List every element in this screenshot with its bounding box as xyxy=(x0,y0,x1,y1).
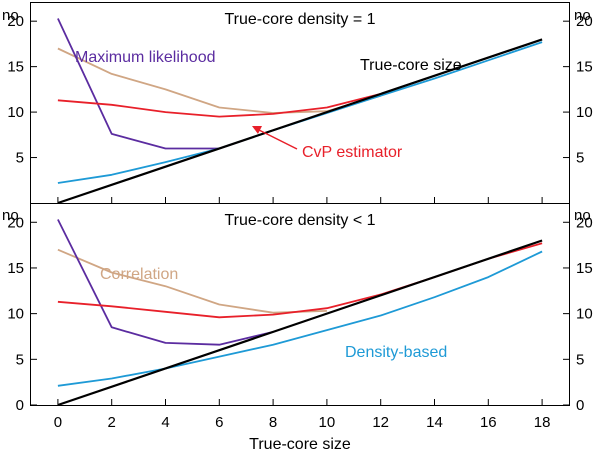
bottom-panel-frame xyxy=(30,203,570,406)
x-tick-label-9: 18 xyxy=(534,414,551,431)
axis-layer: 5 5 10 10 15 15 20 20 0 0 5 5 10 10 15 15 20 20 0 2 4 6 8 10 12 1… xyxy=(7,13,592,431)
panel-1-right-tick-label-3: 15 xyxy=(576,260,593,277)
x-tick-label-2: 4 xyxy=(161,414,169,431)
panel-0-right-tick-label-2: 15 xyxy=(576,59,593,76)
panel-1-right-tick-label-0: 0 xyxy=(576,397,584,414)
x-tick-label-1: 2 xyxy=(108,414,116,431)
panel-0-series-true-core xyxy=(57,38,543,205)
panel-1-left-tick-label-1: 5 xyxy=(16,351,24,368)
panel-1-left-tick-label-4: 20 xyxy=(7,214,24,231)
panel-1-right-tick-label-4: 20 xyxy=(576,214,593,231)
panel-0-series-cvp xyxy=(57,93,381,118)
x-tick-label-3: 6 xyxy=(215,414,223,431)
maximum-likelihood-label: Maximum likelihood xyxy=(75,49,216,66)
x-tick-label-0: 0 xyxy=(54,414,62,431)
panel-1-left-tick-label-3: 15 xyxy=(7,260,24,277)
x-tick-label-7: 14 xyxy=(426,414,443,431)
top-left-unit-label: no xyxy=(2,7,19,24)
panel-1-left-tick-label-0: 0 xyxy=(16,397,24,414)
x-axis-title: True-core size xyxy=(249,436,351,453)
x-tick-label-6: 12 xyxy=(372,414,389,431)
x-tick-label-5: 10 xyxy=(319,414,336,431)
correlation-label: Correlation xyxy=(100,266,178,283)
bottom-right-unit-label: no xyxy=(574,207,591,224)
panel-1-series-correlation xyxy=(57,248,327,314)
panel-0-series-max-likelihood xyxy=(57,18,220,150)
density-based-label: Density-based xyxy=(345,344,447,361)
series-layer xyxy=(57,18,543,407)
panel-0-left-tick-label-2: 15 xyxy=(7,59,24,76)
panel-1-series-density xyxy=(57,250,543,387)
panel-1-series-true-core xyxy=(57,239,543,407)
panel-1-right-tick-label-2: 10 xyxy=(576,306,593,323)
top-panel-frame xyxy=(30,2,570,204)
x-tick-label-8: 16 xyxy=(480,414,497,431)
true-core-size-label: True-core size xyxy=(360,57,462,74)
bottom-panel-title: True-core density < 1 xyxy=(224,212,375,229)
panel-0-left-tick-label-1: 10 xyxy=(7,104,24,121)
panel-0-right-tick-label-1: 10 xyxy=(576,104,593,121)
panel-0-right-tick-label-0: 5 xyxy=(576,150,584,167)
cvp-arrow-line xyxy=(258,129,298,150)
panel-1-left-tick-label-2: 10 xyxy=(7,306,24,323)
top-right-unit-label: no xyxy=(574,7,591,24)
bottom-left-unit-label: no xyxy=(2,207,19,224)
top-panel-title: True-core density = 1 xyxy=(224,11,375,28)
panel-1-series-max-likelihood xyxy=(57,219,274,346)
cvp-estimator-label: CvP estimator xyxy=(302,144,403,161)
panel-0-left-tick-label-0: 5 xyxy=(16,150,24,167)
panel-0-right-tick-label-3: 20 xyxy=(576,13,593,30)
panel-1-right-tick-label-1: 5 xyxy=(576,351,584,368)
cvp-arrow-head xyxy=(252,126,262,134)
panel-0-left-tick-label-3: 20 xyxy=(7,13,24,30)
x-tick-label-4: 8 xyxy=(269,414,277,431)
